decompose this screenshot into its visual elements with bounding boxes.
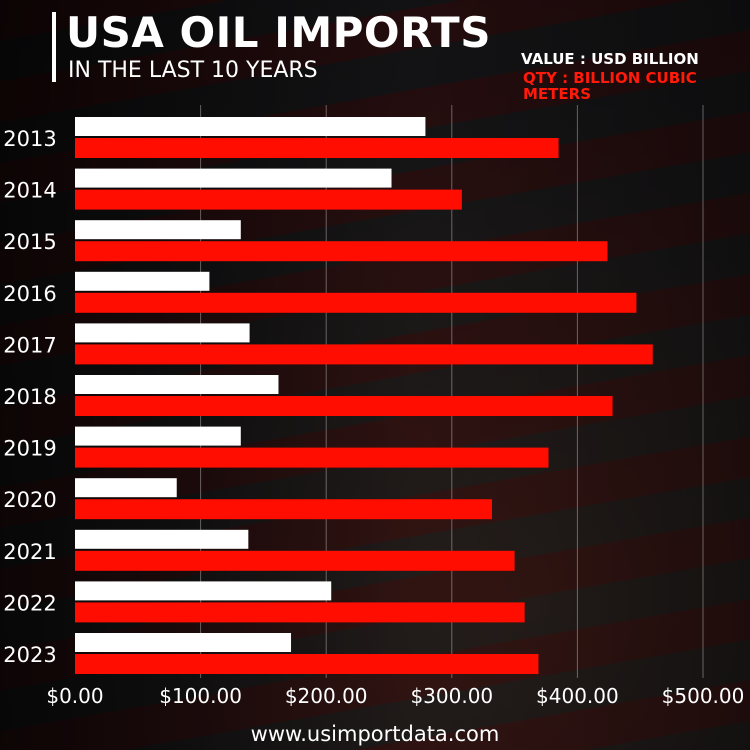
y-category-label: 2016 [3, 282, 56, 306]
value-bar [75, 426, 241, 446]
x-tick-label: $400.00 [536, 684, 619, 708]
value-bar [75, 375, 279, 394]
qty-bar [75, 654, 539, 674]
x-tick-label: $300.00 [410, 684, 493, 708]
qty-bar [75, 550, 515, 571]
qty-bar [75, 241, 608, 262]
legend-value: VALUE : USD BILLION [521, 50, 699, 68]
qty-bar [75, 396, 613, 416]
chart-title: USA OIL IMPORTS [66, 8, 491, 57]
qty-bar [75, 344, 653, 365]
y-category-label: 2013 [3, 127, 56, 151]
x-tick-label: $100.00 [159, 684, 242, 708]
qty-bar [75, 138, 559, 158]
qty-bar [75, 499, 492, 520]
y-category-label: 2018 [3, 385, 56, 409]
y-category-label: 2023 [3, 643, 56, 667]
y-category-label: 2021 [3, 540, 56, 564]
y-category-label: 2020 [3, 488, 56, 512]
website-footer: www.usimportdata.com [250, 722, 500, 746]
y-category-label: 2014 [3, 179, 56, 203]
y-category-label: 2019 [3, 437, 56, 461]
qty-bar [75, 447, 549, 468]
x-tick-label: $0.00 [46, 684, 103, 708]
qty-bar [75, 602, 525, 623]
y-category-label: 2015 [3, 230, 56, 254]
value-bar [75, 529, 249, 549]
qty-bar [75, 189, 462, 210]
y-category-label: 2017 [3, 333, 56, 357]
value-bar [75, 271, 210, 291]
value-bar [75, 323, 250, 343]
y-category-label: 2022 [3, 591, 56, 615]
x-tick-label: $200.00 [285, 684, 368, 708]
value-bar [75, 581, 332, 601]
value-bar [75, 117, 426, 136]
value-bar [75, 478, 177, 498]
chart-subtitle: IN THE LAST 10 YEARS [68, 58, 318, 83]
legend-qty: QTY : BILLION CUBIC METERS [523, 69, 697, 103]
x-tick-label: $500.00 [662, 684, 745, 708]
value-bar [75, 633, 292, 652]
qty-bar [75, 292, 637, 313]
value-bar [75, 168, 392, 188]
value-bar [75, 220, 241, 240]
title-accent-bar [52, 12, 56, 82]
